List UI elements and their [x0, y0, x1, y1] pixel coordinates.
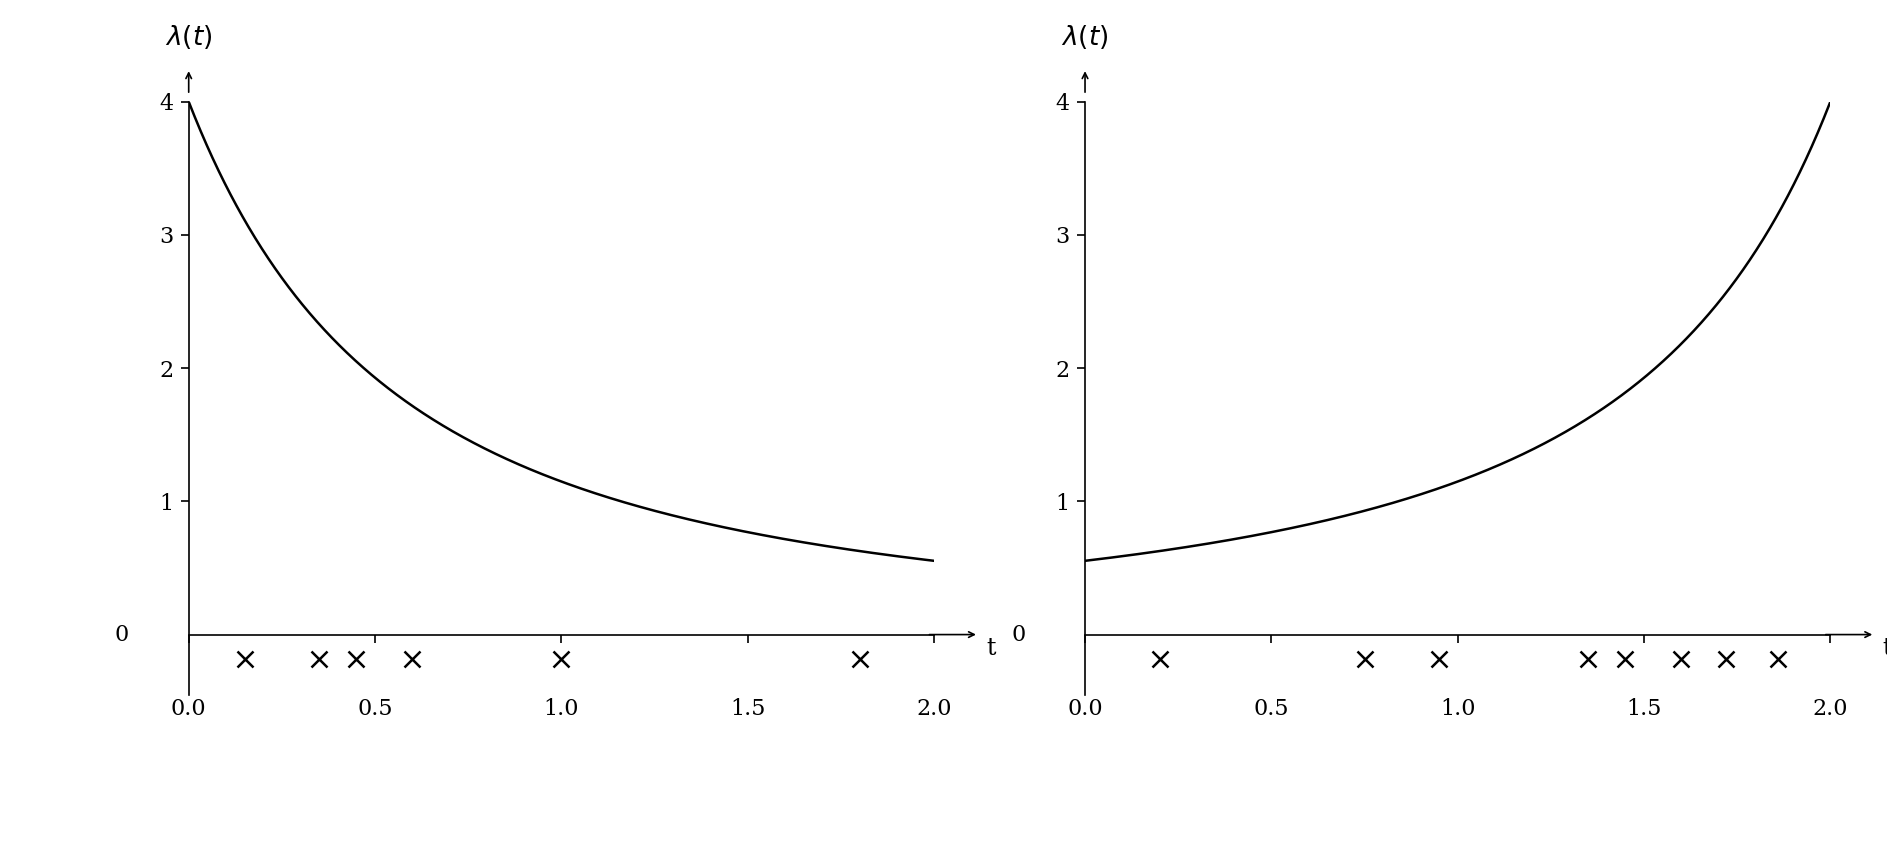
Text: t: t	[987, 637, 996, 661]
Text: 0: 0	[1011, 623, 1025, 645]
Text: 0: 0	[115, 623, 128, 645]
Text: t: t	[1883, 637, 1887, 661]
Text: $\lambda(t)$: $\lambda(t)$	[1060, 23, 1110, 51]
Text: $\lambda(t)$: $\lambda(t)$	[164, 23, 213, 51]
